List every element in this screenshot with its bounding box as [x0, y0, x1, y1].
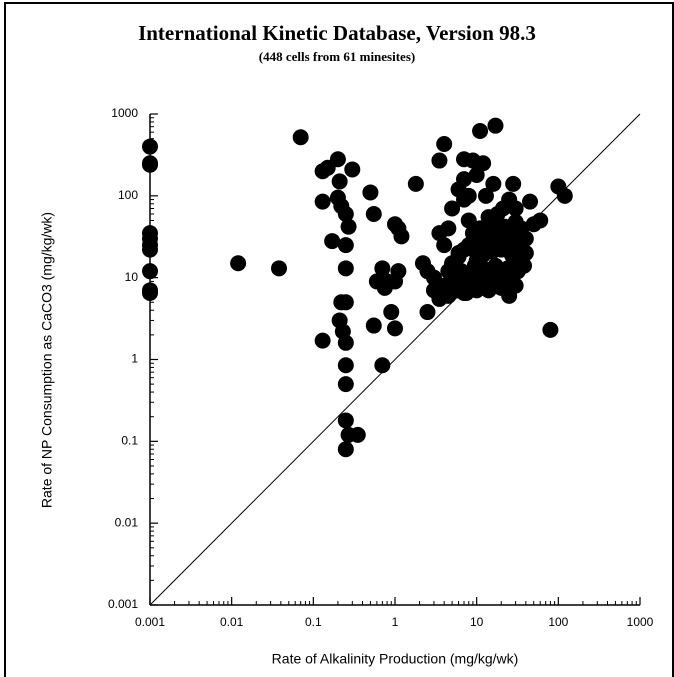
point — [393, 228, 410, 245]
point — [387, 320, 403, 337]
x-tick-label: 0.1 — [305, 615, 322, 629]
point — [292, 129, 309, 146]
point — [142, 241, 158, 258]
point — [468, 166, 485, 183]
point — [487, 117, 504, 134]
point — [271, 260, 288, 277]
point — [337, 441, 354, 458]
x-axis-label: Rate of Alkalinity Production (mg/kg/wk) — [272, 651, 519, 667]
point — [472, 122, 489, 139]
y-tick-label: 0.01 — [115, 515, 139, 529]
point — [419, 304, 436, 321]
point — [337, 237, 354, 254]
point — [502, 269, 519, 286]
point — [314, 193, 331, 210]
point — [390, 263, 407, 280]
point — [374, 357, 391, 374]
point — [489, 216, 506, 233]
point — [505, 175, 522, 192]
point — [436, 237, 453, 254]
y-tick-label: 1 — [131, 352, 138, 366]
point — [337, 334, 354, 351]
point — [337, 412, 354, 429]
point — [324, 233, 341, 250]
point — [142, 284, 158, 301]
point — [468, 252, 485, 269]
point — [516, 257, 533, 274]
point — [444, 200, 461, 217]
chart-title: International Kinetic Database, Version … — [138, 21, 536, 45]
point — [556, 187, 573, 204]
point — [329, 151, 346, 168]
point — [383, 304, 400, 321]
point — [507, 200, 524, 217]
y-tick-label: 1000 — [111, 106, 138, 120]
point — [407, 175, 424, 192]
chart-subtitle: (448 cells from 61 minesites) — [259, 49, 415, 64]
point — [340, 218, 357, 235]
point — [440, 220, 457, 237]
point — [456, 171, 473, 188]
point — [458, 284, 475, 301]
x-tick-label: 100 — [548, 615, 568, 629]
x-tick-label: 1 — [392, 615, 399, 629]
point — [337, 357, 354, 374]
point — [365, 317, 382, 334]
point — [475, 230, 492, 247]
point — [337, 260, 354, 277]
point — [494, 200, 511, 217]
point — [344, 161, 361, 178]
point — [362, 184, 379, 201]
point — [517, 230, 534, 247]
point — [460, 187, 477, 204]
x-tick-label: 0.001 — [135, 615, 165, 629]
x-tick-label: 0.01 — [220, 615, 244, 629]
x-tick-label: 10 — [470, 615, 484, 629]
frame — [4, 2, 674, 677]
point — [337, 205, 354, 222]
point — [142, 156, 158, 173]
x-tick-label: 1000 — [627, 615, 654, 629]
point — [314, 332, 331, 349]
point — [374, 260, 391, 277]
y-tick-label: 10 — [125, 270, 139, 284]
point — [331, 173, 348, 190]
point — [532, 212, 549, 229]
y-axis-label: Rate of NP Consumption as CaCO3 (mg/kg/w… — [39, 212, 55, 508]
point — [460, 212, 477, 229]
y-tick-label: 0.001 — [108, 597, 138, 611]
point — [475, 155, 492, 172]
point — [142, 138, 158, 155]
point — [477, 187, 494, 204]
point — [522, 193, 539, 210]
y-tick-label: 100 — [118, 188, 138, 202]
point — [542, 321, 559, 338]
point — [431, 152, 448, 169]
point — [436, 135, 453, 152]
point — [337, 376, 354, 393]
point — [365, 205, 382, 222]
y-tick-label: 0.1 — [121, 434, 138, 448]
point — [485, 175, 502, 192]
point — [337, 294, 354, 311]
identity-line — [149, 113, 641, 606]
point — [142, 263, 158, 280]
point — [349, 426, 366, 443]
point — [230, 255, 247, 272]
